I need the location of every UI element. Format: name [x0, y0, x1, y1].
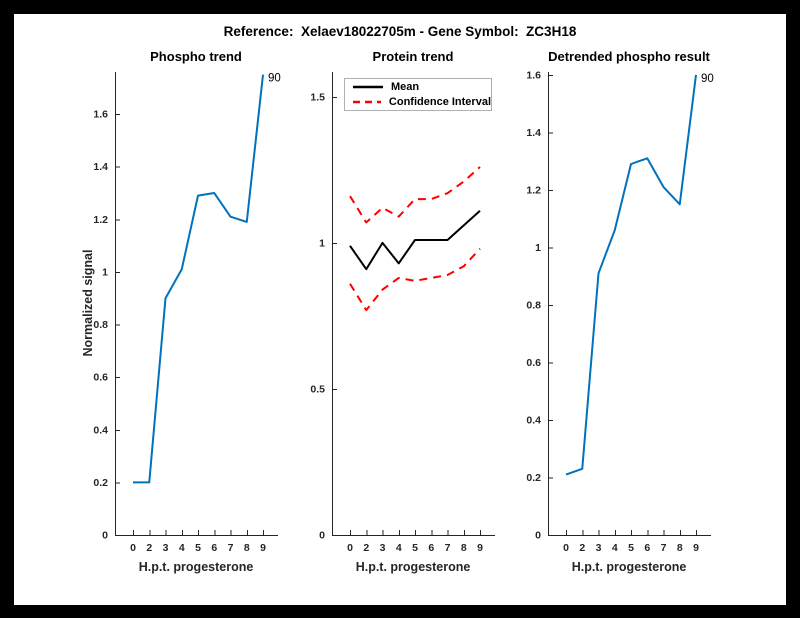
phospho-trend-plot: 0 2 3 4 5 6 7 8 900.20.40.60.811.21.41.690 [93, 72, 281, 554]
x-tick-label: 0 [130, 542, 136, 554]
y-tick-label: 1.6 [526, 69, 541, 81]
x-tick-label: 6 [644, 542, 650, 554]
y-tick-label: 1.2 [526, 184, 541, 196]
x-tick-label: 0 [347, 542, 353, 554]
x-axis-label-phospho: H.p.t. progesterone [138, 560, 254, 574]
mean-line-sample-icon [353, 85, 383, 89]
y-tick-label: 1.4 [93, 161, 108, 173]
x-axis-label-detrended: H.p.t. progesterone [571, 560, 687, 574]
y-tick-label: 0.4 [526, 414, 541, 426]
legend-item-confidence-interval: Confidence Interval [353, 96, 491, 108]
y-tick-label: 1 [319, 237, 325, 249]
detrended-phospho-result-plot: 0 2 3 4 5 6 7 8 900.20.40.60.811.21.41.6 90 [526, 69, 713, 554]
legend-label-confidence-interval: Confidence Interval [388, 96, 491, 108]
x-tick-label: 3 [596, 542, 602, 554]
y-tick-label: 0.8 [526, 299, 541, 311]
x-tick-label: 5 [195, 542, 201, 554]
x-tick-label: 6 [211, 542, 217, 554]
y-tick-label: 0.4 [93, 424, 108, 436]
y-axis-label-normalized-signal: Normalized signal [81, 249, 95, 357]
x-tick-label: 6 [428, 542, 434, 554]
x-tick-label: 9 [477, 542, 483, 554]
detrended-phospho-result-line [565, 74, 697, 476]
y-tick-label: 1.6 [93, 109, 108, 121]
y-tick-label: 1.4 [526, 127, 541, 139]
y-tick-label: 0.2 [93, 477, 108, 489]
x-tick-label: 3 [163, 542, 169, 554]
y-tick-label: 1.5 [310, 91, 325, 103]
ci-dashed-line-sample-icon [353, 100, 381, 104]
y-tick-label: 0.6 [93, 372, 108, 384]
subplot-title-phospho-trend: Phospho trend [150, 49, 242, 64]
x-tick-label: 2 [363, 542, 369, 554]
protein-trend-ci-line [349, 248, 481, 312]
x-tick-label: 4 [396, 542, 402, 554]
matlab-figure: Reference: Xelaev18022705m - Gene Symbol… [14, 14, 786, 605]
x-axis-label-protein: H.p.t. progesterone [355, 560, 471, 574]
x-tick-label: 9 [260, 542, 266, 554]
y-tick-label: 0.6 [526, 357, 541, 369]
y-tick-label: 0 [102, 530, 108, 542]
legend: Mean Confidence Interval [344, 78, 492, 111]
x-tick-label: 3 [380, 542, 386, 554]
x-tick-label: 8 [677, 542, 683, 554]
detrended-phospho-result-endpoint-annotation: 90 [701, 73, 714, 85]
x-tick-label: 4 [179, 542, 185, 554]
subplot-title-detrended-phospho-result: Detrended phospho result [548, 49, 710, 64]
y-tick-label: 0.2 [526, 472, 541, 484]
y-tick-label: 0 [535, 530, 541, 542]
x-tick-label: 8 [244, 542, 250, 554]
x-tick-label: 9 [693, 542, 699, 554]
legend-item-mean: Mean [353, 81, 491, 93]
x-tick-label: 2 [579, 542, 585, 554]
protein-trend-plot: 0 2 3 4 5 6 7 8 900.511.5 [310, 72, 495, 554]
phospho-trend-line [133, 74, 264, 484]
x-tick-label: 7 [228, 542, 234, 554]
y-tick-label: 0.5 [310, 383, 325, 395]
x-tick-label: 5 [628, 542, 634, 554]
x-tick-label: 8 [461, 542, 467, 554]
x-tick-label: 5 [412, 542, 418, 554]
legend-label-mean: Mean [391, 81, 420, 93]
x-tick-label: 7 [445, 542, 451, 554]
x-tick-label: 7 [661, 542, 667, 554]
protein-trend-ci-line [349, 166, 481, 224]
x-tick-label: 4 [612, 542, 618, 554]
x-tick-label: 0 [563, 542, 569, 554]
protein-trend-line [349, 210, 481, 271]
phospho-trend-endpoint-annotation: 90 [268, 73, 281, 85]
y-tick-label: 0 [319, 530, 325, 542]
y-tick-label: 1.2 [93, 214, 108, 226]
y-tick-label: 1 [535, 242, 541, 254]
y-tick-label: 1 [102, 266, 108, 278]
subplot-title-protein-trend: Protein trend [372, 49, 454, 64]
x-tick-label: 2 [146, 542, 152, 554]
y-tick-label: 0.8 [93, 319, 108, 331]
figure-title: Reference: Xelaev18022705m - Gene Symbol… [223, 24, 577, 39]
